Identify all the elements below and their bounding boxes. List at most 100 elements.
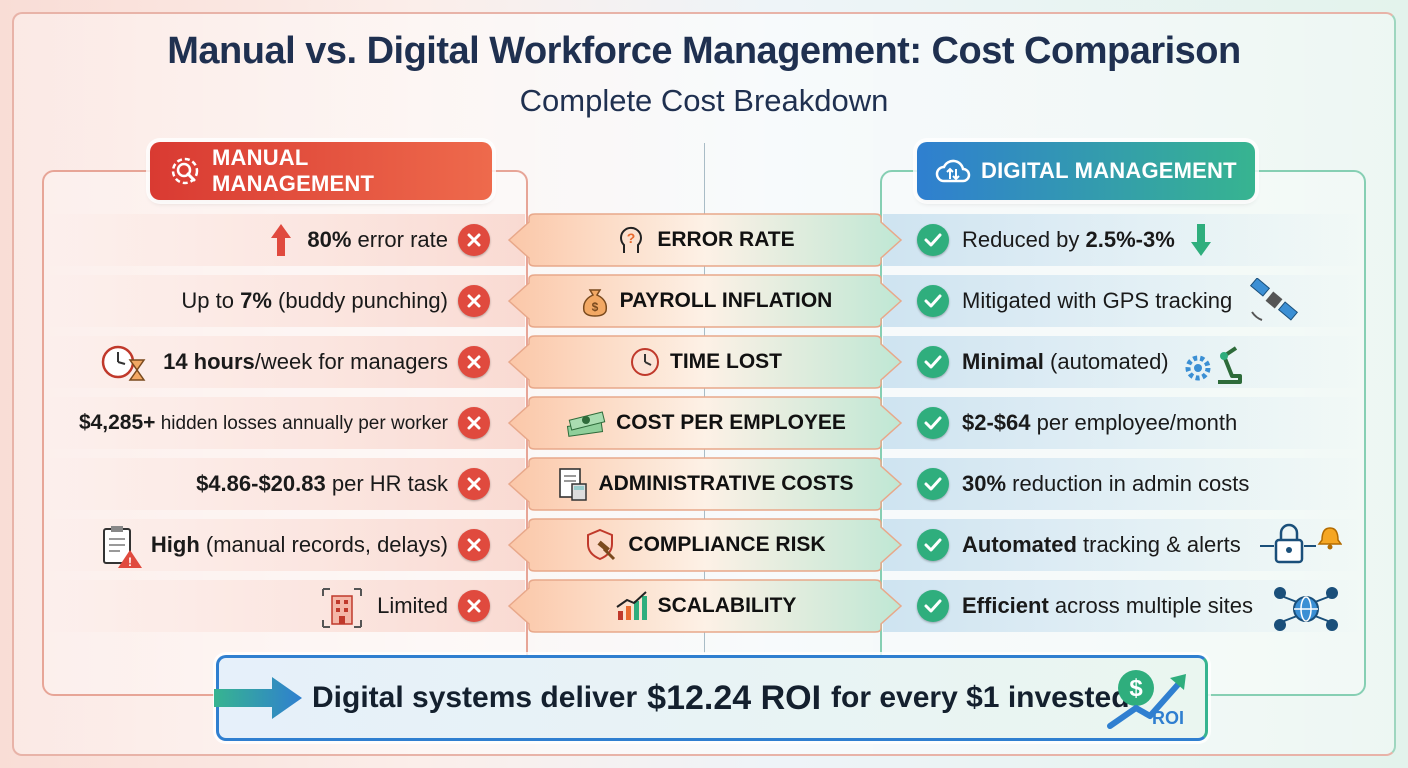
category-arrow-shape [507, 396, 903, 450]
category-label: COST PER EMPLOYEE [505, 395, 905, 451]
digital-value: Mitigated with GPS tracking [962, 275, 1232, 327]
manual-row-bg [45, 275, 525, 327]
digital-bold: $2-$64 [962, 410, 1031, 435]
category-text: COMPLIANCE RISK [628, 533, 826, 556]
digital-rest: reduction in admin costs [1006, 471, 1250, 496]
manual-rest: error rate [351, 227, 448, 252]
digital-value: Efficient across multiple sites [962, 580, 1253, 632]
digital-rest: per employee/month [1030, 410, 1238, 435]
svg-text:!: ! [128, 555, 132, 569]
x-mark-icon [458, 590, 490, 622]
manual-bold: $4,285+ [78, 411, 156, 434]
cash-stack-icon [564, 406, 608, 440]
page-subtitle: Complete Cost Breakdown [519, 83, 889, 118]
hourglass-clock-icon [100, 342, 148, 389]
robot-arm-gear-icon [1184, 340, 1244, 391]
x-mark-icon [458, 468, 490, 500]
digital-header: DIGITAL MANAGEMENT [917, 142, 1255, 200]
digital-pre: Mitigated with GPS tracking [962, 288, 1233, 313]
category-label: SCALABILITY [505, 578, 905, 634]
digital-rest: across multiple sites [1048, 593, 1253, 618]
roi-pre: Digital systems deliver [312, 681, 638, 714]
manual-value-text: $4,285+ hidden losses annually per worke… [79, 411, 448, 435]
x-mark-icon [458, 285, 490, 317]
lock-bell-icon [1258, 522, 1343, 575]
manual-value-text: Up to 7% (buddy punching) [181, 288, 448, 314]
manual-header: MANUAL MANAGEMENT [150, 142, 492, 200]
manual-value: 14 hours/week for managers [163, 336, 448, 388]
digital-value-text: 30% reduction in admin costs [962, 471, 1249, 497]
digital-row-bg [883, 397, 1363, 449]
digital-row-bg [883, 275, 1363, 327]
digital-value-text: Minimal (automated) [962, 349, 1169, 375]
x-mark-icon [458, 346, 490, 378]
manual-bold: 80% [307, 227, 352, 252]
digital-bold: Minimal [962, 349, 1044, 374]
manual-bold: High [150, 532, 200, 557]
digital-rest: tracking & alerts [1076, 532, 1241, 557]
manual-bold: 14 hours [163, 349, 255, 374]
check-mark-icon [917, 407, 949, 439]
manual-value-text: High (manual records, delays) [151, 532, 448, 558]
category-label: TIME LOST [505, 334, 905, 390]
manual-rest: hidden losses annually per worker [155, 413, 448, 434]
digital-value-text: Automated tracking & alerts [962, 532, 1241, 558]
category-text: COST PER EMPLOYEE [616, 411, 846, 434]
digital-bold: 30% [962, 471, 1007, 496]
svg-text:?: ? [627, 230, 636, 246]
category-text: SCALABILITY [657, 594, 797, 617]
digital-bold: Automated [962, 532, 1077, 557]
category-arrow-shape [507, 335, 903, 389]
digital-value: Minimal (automated) [962, 336, 1169, 388]
manual-value: High (manual records, delays) [151, 519, 448, 571]
svg-text:$: $ [1129, 675, 1143, 702]
manual-row-bg [45, 397, 525, 449]
check-mark-icon [917, 285, 949, 317]
digital-value-text: $2-$64 per employee/month [962, 410, 1237, 436]
category-text: TIME LOST [670, 350, 782, 373]
clock-icon [628, 345, 662, 379]
digital-header-label: DIGITAL MANAGEMENT [981, 158, 1237, 183]
roi-banner [216, 655, 1208, 741]
cloud-sync-icon [935, 159, 971, 183]
manual-rest: (buddy punching) [271, 288, 448, 313]
roi-statement: Digital systems deliver $12.24 ROI for e… [312, 672, 1130, 724]
svg-text:$: $ [591, 300, 598, 314]
manual-value: Up to 7% (buddy punching) [181, 275, 448, 327]
arrow-right-icon [214, 677, 302, 719]
network-globe-icon [1272, 585, 1340, 638]
category-label: $ PAYROLL INFLATION [505, 273, 905, 329]
money-bag-icon: $ [578, 284, 612, 318]
manual-bold: 7% [240, 288, 272, 313]
category-label: ? ERROR RATE [505, 212, 905, 268]
category-text: PAYROLL INFLATION [619, 289, 833, 312]
digital-pre: Reduced by [962, 227, 1086, 252]
category-arrow-shape [507, 457, 903, 511]
digital-value: 30% reduction in admin costs [962, 458, 1249, 510]
document-calculator-icon [556, 466, 590, 502]
check-mark-icon [917, 529, 949, 561]
arrow-up-icon [270, 222, 292, 263]
digital-rest: (automated) [1043, 349, 1169, 374]
manual-row-bg [45, 458, 525, 510]
check-mark-icon [917, 468, 949, 500]
category-label: COMPLIANCE RISK [505, 517, 905, 573]
manual-header-label: MANUAL MANAGEMENT [212, 145, 375, 196]
digital-value: $2-$64 per employee/month [962, 397, 1237, 449]
check-mark-icon [917, 224, 949, 256]
manual-rest: per HR task [325, 471, 448, 496]
clipboard-warning-icon: ! [100, 524, 144, 575]
page-title: Manual vs. Digital Workforce Management:… [167, 30, 1241, 72]
check-mark-icon [917, 346, 949, 378]
growth-chart-icon [614, 589, 650, 623]
digital-value: Automated tracking & alerts [962, 519, 1241, 571]
x-mark-icon [458, 407, 490, 439]
manual-value-text: $4.86-$20.83 per HR task [196, 471, 448, 497]
manual-rest: (manual records, delays) [199, 532, 448, 557]
digital-row-bg [883, 336, 1363, 388]
satellite-icon [1248, 277, 1299, 329]
manual-value: 80% error rate [307, 214, 448, 266]
manual-value-text: Limited [377, 593, 448, 619]
digital-value-text: Efficient across multiple sites [962, 593, 1253, 619]
arrow-down-icon [1190, 222, 1212, 263]
